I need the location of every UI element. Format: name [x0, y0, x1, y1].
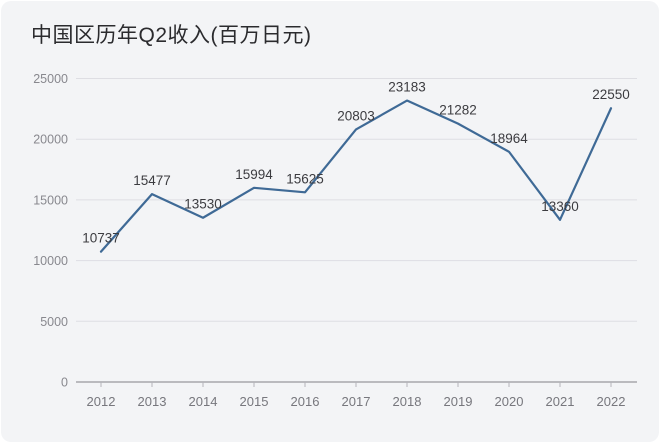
x-axis-tick-label: 2012 — [87, 394, 116, 409]
series-layer — [99, 99, 613, 253]
x-axis-tick-label: 2016 — [291, 394, 320, 409]
y-axis-tick-label: 10000 — [33, 254, 68, 268]
data-point-label: 10737 — [82, 231, 120, 246]
data-point-label: 23183 — [388, 80, 426, 95]
x-axis-tick-label: 2013 — [138, 394, 167, 409]
grid-layer — [76, 78, 637, 322]
y-axis-tick-label: 25000 — [33, 72, 68, 86]
data-point-label: 15625 — [286, 171, 324, 186]
x-axis-tick-label: 2021 — [546, 394, 575, 409]
x-axis-tick-label: 2022 — [597, 394, 626, 409]
y-axis-tick-label: 20000 — [33, 133, 68, 147]
y-axis-tick-label: 15000 — [33, 193, 68, 207]
data-point-label: 18964 — [490, 131, 528, 146]
x-axis-tick-label: 2015 — [240, 394, 269, 409]
data-point-label: 22550 — [592, 87, 630, 102]
y-axis-tick-label: 5000 — [40, 315, 68, 329]
axis-layer: 0 5000 10000 15000 20000 25000 2012 2013 2014 201… — [33, 72, 637, 409]
data-label-layer: 10737 15477 13530 15994 15625 20803 23183 21282… — [82, 80, 630, 246]
data-point-label: 15477 — [133, 173, 171, 188]
x-axis-tick-label: 2014 — [189, 394, 218, 409]
revenue-series-line — [99, 99, 613, 253]
y-axis-tick-label: 0 — [61, 376, 68, 390]
data-point-label: 13530 — [184, 197, 222, 212]
x-axis-tick-label: 2019 — [444, 394, 473, 409]
chart-title: 中国区历年Q2收入(百万日元) — [31, 24, 312, 47]
data-point-label: 15994 — [235, 167, 273, 182]
data-point-label: 20803 — [337, 108, 375, 123]
data-point-label: 13360 — [541, 199, 579, 214]
x-axis-tick-label: 2018 — [393, 394, 422, 409]
x-axis-tick-label: 2017 — [342, 394, 371, 409]
data-point-label: 21282 — [439, 103, 477, 118]
x-axis-tick-label: 2020 — [495, 394, 524, 409]
